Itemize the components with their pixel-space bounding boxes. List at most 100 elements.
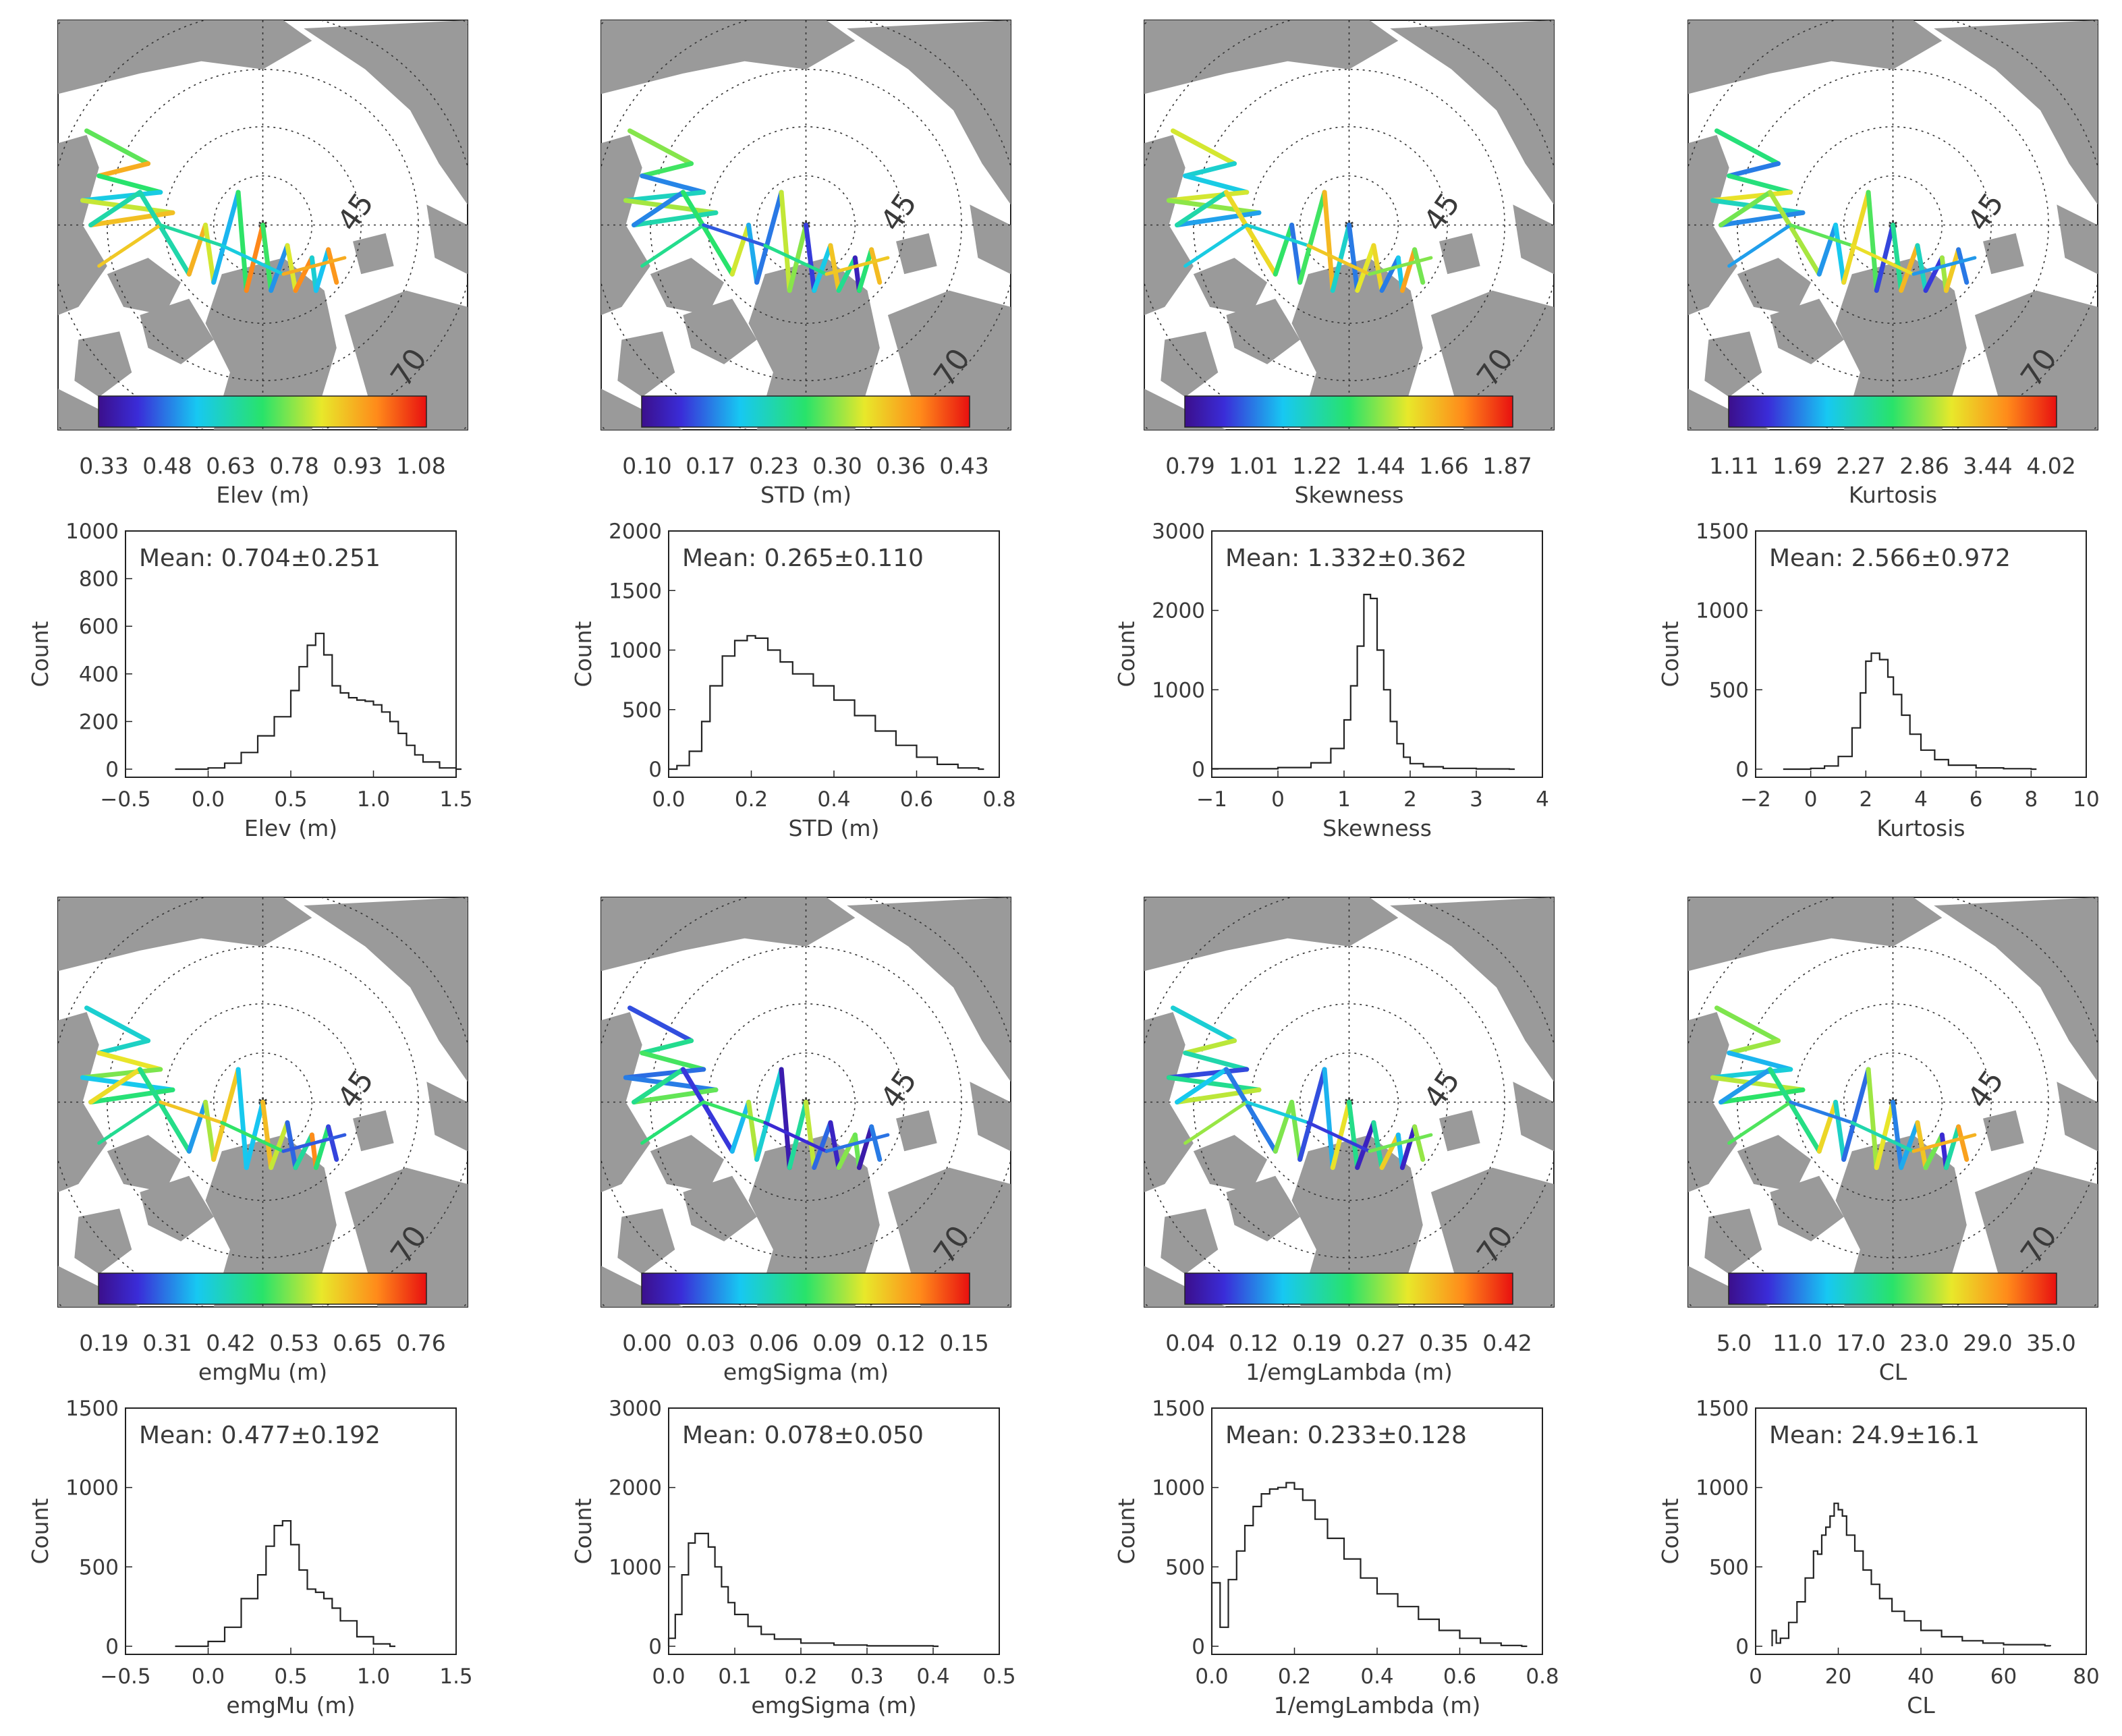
colorbar-tick-label: 2.27	[1836, 453, 1885, 479]
land-mass	[617, 1208, 675, 1275]
flight-track-segment	[96, 1038, 151, 1056]
flight-track-segment	[1170, 1005, 1237, 1043]
flight-track-segment	[1727, 1051, 1793, 1072]
flight-track-segment	[640, 1100, 706, 1145]
colorbar-tick-label: 0.36	[876, 453, 925, 479]
colorbar	[1728, 1272, 2057, 1305]
y-tick-label: 2000	[1152, 599, 1205, 623]
flight-track-segment	[623, 190, 706, 203]
flight-track-segment	[1710, 198, 1806, 215]
y-tick-label: 1000	[1696, 1476, 1749, 1501]
x-tick-label: 0.4	[817, 787, 850, 812]
land-mass	[1770, 1175, 1844, 1241]
flight-track-segment	[1412, 247, 1426, 285]
flight-track-segment	[84, 1005, 151, 1043]
y-axis-label: Count	[1113, 1498, 1140, 1564]
histogram-bars	[1783, 652, 2037, 771]
flight-track-segment	[1223, 1067, 1278, 1154]
flight-track-segment	[1379, 255, 1401, 293]
flight-track-segment	[326, 1124, 339, 1162]
flight-track-segment	[787, 223, 808, 293]
flight-track-segment	[680, 1067, 735, 1154]
x-tick-label: 6	[1970, 787, 1983, 812]
land-mass	[58, 1266, 140, 1307]
flight-track-segment	[1368, 256, 1433, 276]
land-mass	[1934, 897, 2098, 1082]
flight-track-segment	[1943, 1124, 1961, 1171]
flight-track-segment	[203, 223, 217, 285]
land-mass	[107, 1135, 182, 1192]
land-mass	[74, 1208, 132, 1275]
flight-track-segment	[1727, 1038, 1781, 1056]
y-tick-label: 1500	[1696, 520, 1749, 544]
y-axis-label: Count	[1113, 621, 1140, 687]
colorbar-tick-label: 17.0	[1836, 1330, 1885, 1356]
land-mass	[140, 1175, 214, 1241]
latitude-circle	[164, 1003, 362, 1201]
x-tick-label: 0.6	[1443, 1664, 1476, 1689]
latitude-circle	[707, 1003, 905, 1201]
colorbar-tick-label: 29.0	[1963, 1330, 2012, 1356]
y-tick-label: 2000	[609, 520, 662, 544]
flight-track-segment	[754, 190, 784, 285]
land-mass	[748, 1135, 880, 1307]
flight-track-segment	[97, 1100, 163, 1145]
colorbar-tick-label: 1.66	[1419, 453, 1468, 479]
land-mass	[617, 331, 675, 397]
y-tick-label: 500	[1709, 678, 1749, 702]
colorbar-title: emgMu (m)	[198, 1359, 327, 1385]
land-mass	[601, 897, 856, 972]
flight-track-segment	[640, 223, 706, 268]
flight-track-segment	[1245, 223, 1310, 248]
y-tick-label: 1500	[65, 1397, 119, 1421]
flight-track-segment	[1727, 223, 1793, 268]
colorbar-title: CL	[1879, 1359, 1907, 1385]
x-tick-label: 1	[1337, 787, 1351, 812]
flight-track-segment	[80, 1075, 175, 1092]
flight-track-segment	[804, 1100, 817, 1171]
flight-track-segment	[285, 1120, 298, 1171]
x-tick-label: 60	[1990, 1664, 2017, 1689]
land-mass	[1144, 897, 1399, 972]
flight-track-segment	[1710, 190, 1793, 203]
colorbar-tick-label: 11.0	[1772, 1330, 1822, 1356]
y-tick-label: 0	[648, 758, 662, 782]
y-tick-label: 1000	[609, 639, 662, 663]
x-tick-label: 0.0	[652, 1664, 685, 1689]
y-tick-label: 0	[1192, 758, 1205, 782]
flight-track-segment	[281, 256, 347, 276]
flight-track-segment	[779, 1067, 792, 1171]
flight-track-segment	[623, 198, 719, 215]
y-tick-label: 500	[79, 1555, 119, 1579]
land-mass	[887, 290, 1011, 430]
y-tick-label: 1000	[1152, 678, 1205, 702]
colorbar-tick-label: 1.01	[1229, 453, 1278, 479]
colorbar	[641, 1272, 970, 1305]
histogram-panel-5: 0 1000 2000 3000 0.0 0.1 0.2 0.3 0.4 0.5 Mean: 0.0…	[570, 1397, 1016, 1718]
flight-track-segment	[1175, 1087, 1262, 1104]
flight-track-segment	[1719, 190, 1772, 227]
land-mass	[1688, 20, 1943, 94]
flight-track-segment	[1175, 1067, 1229, 1104]
flight-track-segment	[1306, 1121, 1372, 1153]
colorbar-tick-label: 0.19	[79, 1330, 128, 1356]
colorbar-tick-label: 0.23	[749, 453, 798, 479]
flight-track-segment	[269, 243, 290, 293]
x-tick-label: 3	[1470, 787, 1483, 812]
flight-track-segment	[632, 190, 686, 227]
land-mass	[1226, 298, 1300, 364]
flight-track-segment	[763, 244, 829, 276]
x-tick-label: 0.3	[850, 1664, 883, 1689]
latitude-circle	[1843, 175, 1943, 275]
flight-track-segment	[1166, 190, 1250, 203]
flight-track-segment	[1371, 1120, 1385, 1171]
y-tick-label: 1500	[609, 579, 662, 603]
land-mass	[1144, 1266, 1227, 1307]
flight-track-segment	[623, 1075, 719, 1092]
x-tick-label: 80	[2073, 1664, 2099, 1689]
flight-track-segment	[137, 1067, 192, 1154]
